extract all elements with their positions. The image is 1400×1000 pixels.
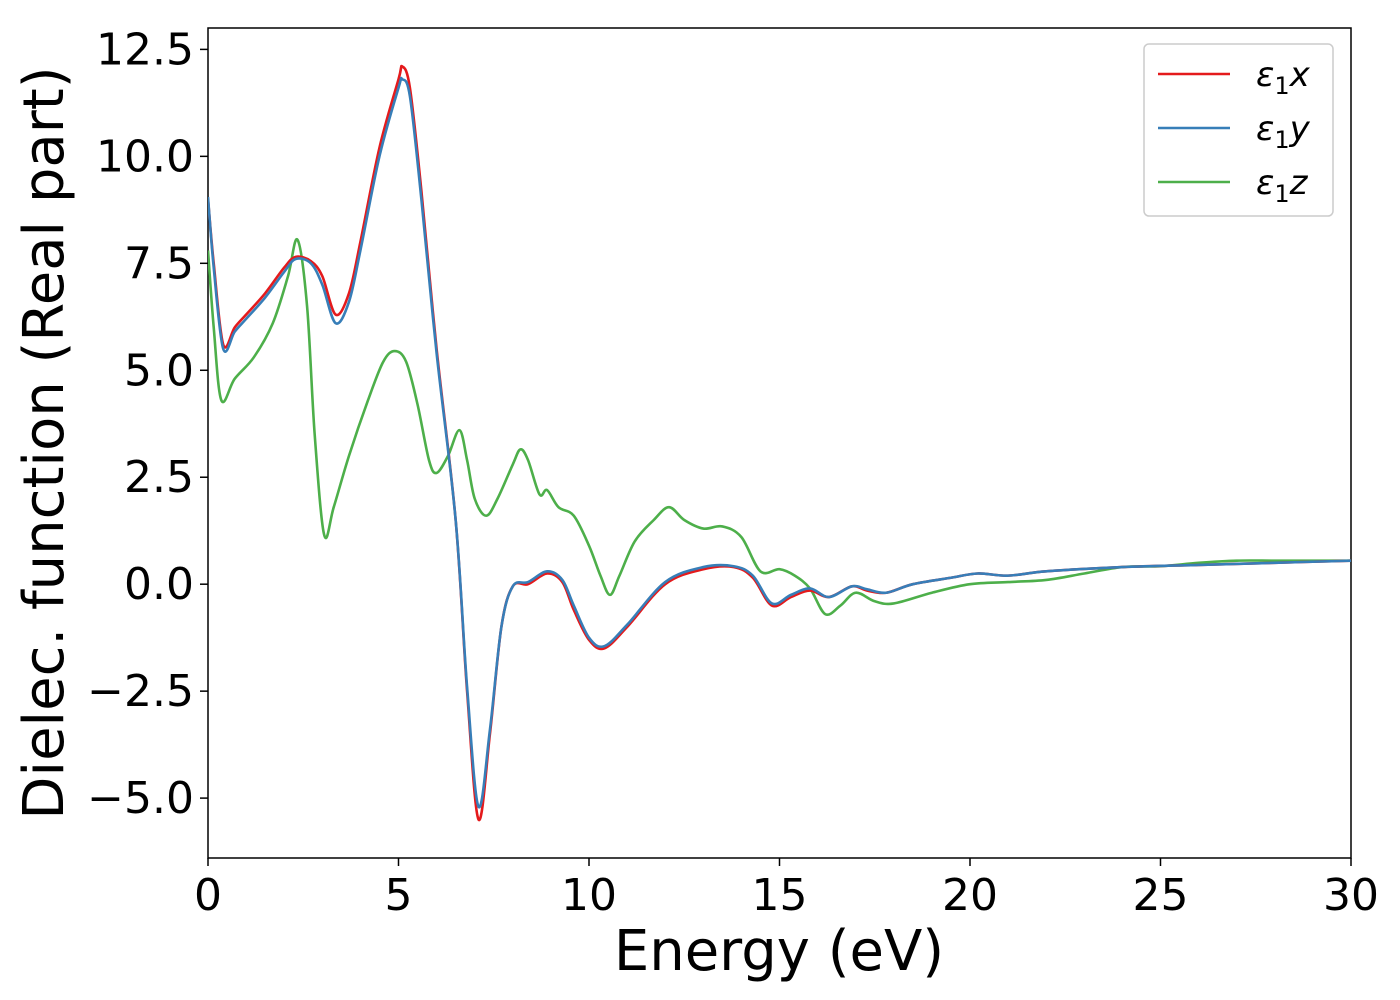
x-tick-label: 30 <box>1323 870 1379 921</box>
legend-symbol: ε <box>1256 163 1274 203</box>
x-tick-label: 20 <box>942 870 998 921</box>
x-tick-label: 0 <box>194 870 222 921</box>
legend-subscript: 1 <box>1274 126 1289 154</box>
series-layer <box>208 64 1351 822</box>
y-tick-label: 5.0 <box>124 345 194 396</box>
legend-symbol: ε <box>1256 55 1274 95</box>
legend-box <box>1143 43 1334 217</box>
x-tick-label: 10 <box>561 870 617 921</box>
y-tick-label: 0.0 <box>124 559 194 610</box>
series-line-z <box>208 238 1351 617</box>
legend-symbol: ε <box>1256 109 1274 149</box>
series-line-y <box>208 76 1351 809</box>
y-axis-title: Dielec. function (Real part) <box>12 66 77 819</box>
x-axis: 0 5 10 15 20 25 30 <box>194 858 1379 921</box>
y-tick-label: −2.5 <box>87 666 194 717</box>
legend-component: x <box>1289 55 1311 95</box>
legend-component: z <box>1289 163 1309 203</box>
y-tick-label: 10.0 <box>96 131 194 182</box>
legend-label-y: ε1y <box>1256 109 1311 154</box>
x-tick-label: 5 <box>385 870 413 921</box>
legend-subscript: 1 <box>1274 72 1289 100</box>
legend-component: y <box>1289 109 1311 149</box>
y-axis: −5.0 −2.5 0.0 2.5 5.0 7.5 10.0 12.5 <box>87 24 208 824</box>
y-tick-label: 12.5 <box>96 24 194 75</box>
y-tick-label: 7.5 <box>124 238 194 289</box>
legend-subscript: 1 <box>1274 180 1289 208</box>
x-tick-label: 15 <box>752 870 808 921</box>
y-tick-label: 2.5 <box>124 452 194 503</box>
x-axis-title: Energy (eV) <box>614 919 944 984</box>
legend-label-x: ε1x <box>1256 55 1311 100</box>
x-tick-label: 25 <box>1133 870 1189 921</box>
y-tick-label: −5.0 <box>87 773 194 824</box>
legend-label-z: ε1z <box>1256 163 1309 208</box>
